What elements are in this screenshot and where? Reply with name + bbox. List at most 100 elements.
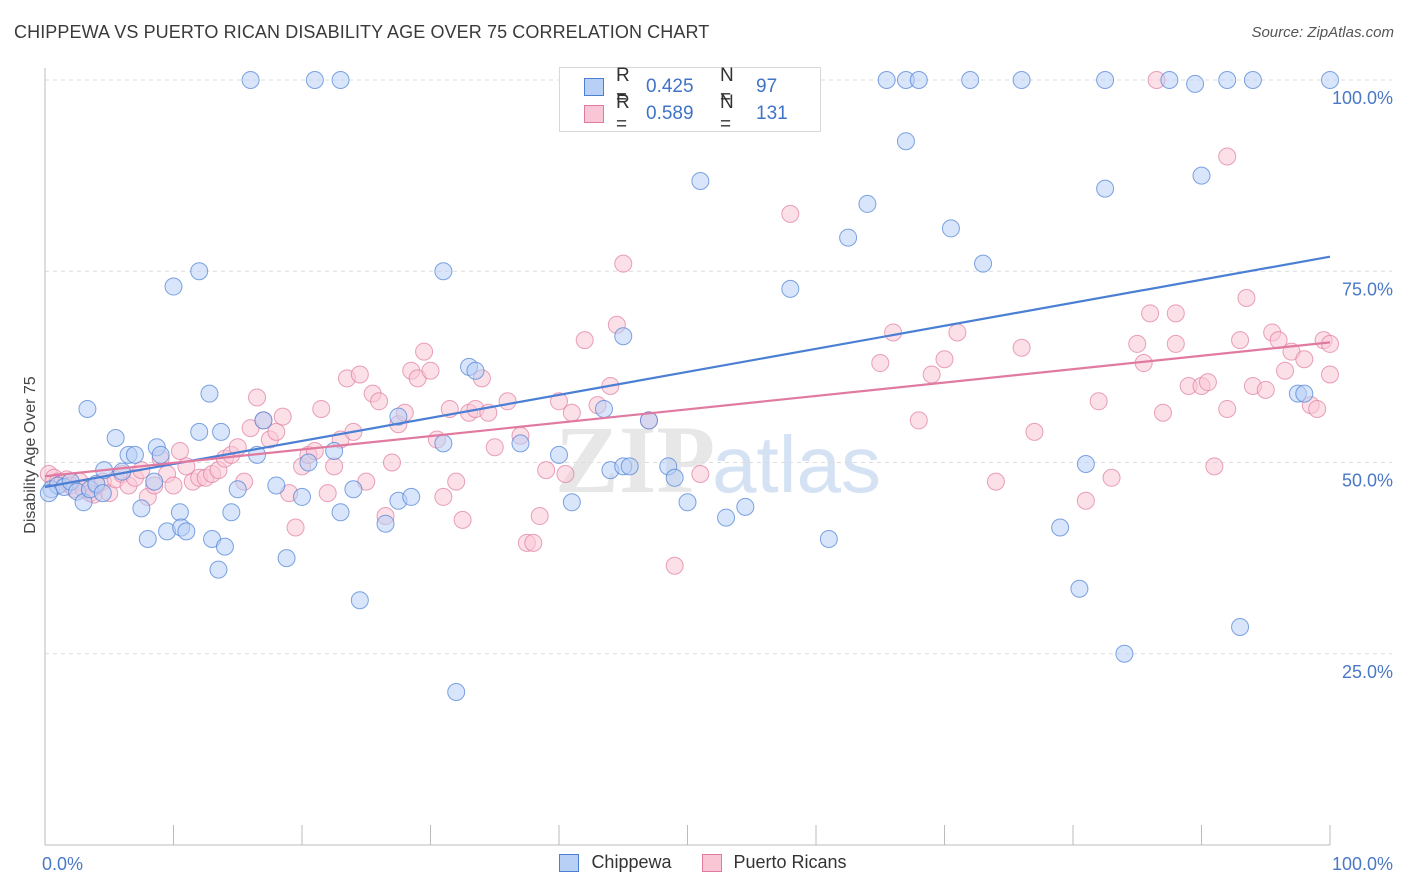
x-tick-labels: 0.0% 100.0%	[42, 854, 1393, 874]
chippewa-point	[78, 399, 97, 418]
chippewa-point	[215, 537, 234, 556]
chippewa-swatch	[584, 78, 604, 96]
r-label: R =	[616, 65, 630, 108]
puerto-ricans-point	[1128, 334, 1147, 353]
chippewa-point	[293, 487, 311, 506]
n-label: N =	[720, 65, 734, 108]
chippewa-point	[212, 422, 231, 441]
chippewa-point	[877, 71, 896, 89]
puerto-ricans-swatch	[584, 105, 604, 123]
puerto-ricans-point	[273, 407, 292, 426]
chippewa-point	[781, 279, 800, 298]
puerto-ricans-legend-label: Puerto Ricans	[733, 852, 847, 872]
chippewa-point	[1160, 71, 1179, 89]
puerto-ricans-point	[318, 484, 337, 503]
puerto-ricans-point	[1089, 392, 1108, 411]
chippewa-point	[132, 499, 151, 518]
puerto-ricans-point	[1295, 350, 1314, 369]
chippewa-point	[138, 530, 157, 548]
puerto-ricans-point	[884, 323, 903, 342]
puerto-ricans-point	[1321, 365, 1339, 384]
y-tick-label: 25.0%	[1342, 662, 1393, 682]
puerto-ricans-point	[1205, 457, 1224, 476]
chippewa-n-value: 97	[756, 76, 778, 97]
legend-item-puerto-ricans: Puerto Ricans	[701, 852, 847, 873]
chippewa-point	[200, 384, 219, 403]
chippewa-point	[819, 530, 838, 548]
chippewa-point	[331, 71, 350, 89]
chippewa-point	[93, 484, 112, 503]
chippewa-point	[1186, 74, 1205, 93]
puerto-ricans-point	[267, 422, 286, 441]
puerto-ricans-point	[1012, 338, 1031, 357]
y-tick-label: 75.0%	[1342, 279, 1393, 299]
puerto-ricans-point	[524, 533, 543, 552]
chippewa-point	[145, 472, 164, 491]
puerto-ricans-point	[1025, 422, 1044, 441]
chippewa-point	[678, 493, 697, 512]
legend-row-puerto-ricans: R = 0.589 N = 131	[584, 92, 788, 135]
puerto-ricans-point	[562, 403, 581, 422]
watermark: ZIP atlas	[555, 406, 881, 513]
series-legend: Chippewa Puerto Ricans	[0, 852, 1406, 873]
chippewa-point	[389, 407, 408, 426]
puerto-ricans-point	[986, 472, 1005, 491]
chippewa-point	[620, 457, 639, 476]
puerto-ricans-point	[781, 204, 800, 223]
puerto-ricans-point	[164, 476, 183, 495]
puerto-ricans-point	[421, 361, 440, 380]
chippewa-point	[736, 497, 755, 516]
puerto-ricans-point	[1198, 373, 1217, 392]
puerto-ricans-point	[1153, 403, 1172, 422]
y-axis-label: Disability Age Over 75	[22, 376, 39, 534]
puerto-ricans-point	[1231, 331, 1250, 350]
chippewa-legend-label: Chippewa	[591, 852, 672, 872]
chippewa-point	[177, 522, 196, 541]
chippewa-point	[717, 508, 736, 527]
puerto-ricans-trend-line	[44, 341, 1331, 478]
trend-lines	[44, 255, 1331, 489]
watermark-atlas: atlas	[712, 420, 881, 509]
puerto-ricans-point	[170, 442, 189, 461]
chippewa-point	[190, 422, 209, 441]
chippewa-point	[665, 468, 684, 487]
puerto-ricans-point	[434, 487, 453, 506]
x-tick-label: 100.0%	[1332, 854, 1393, 874]
chippewa-point	[447, 683, 466, 701]
puerto-ricans-point	[556, 464, 575, 483]
chippewa-point	[909, 71, 928, 89]
chippewa-trend-line	[44, 255, 1331, 489]
axes	[44, 68, 1331, 846]
chippewa-point	[151, 445, 170, 464]
chippewa-point	[691, 171, 710, 190]
y-tick-labels: 25.0% 50.0% 75.0% 100.0%	[1332, 88, 1393, 682]
legend-item-chippewa: Chippewa	[559, 852, 672, 873]
chippewa-r-value: 0.425	[646, 76, 694, 97]
data-points	[39, 71, 1339, 701]
y-tick-label: 100.0%	[1332, 88, 1393, 108]
chippewa-point	[39, 484, 58, 503]
chippewa-legend-swatch	[559, 853, 580, 872]
chippewa-point	[1012, 71, 1031, 89]
chippewa-point	[562, 493, 581, 512]
puerto-ricans-point	[312, 399, 331, 418]
puerto-ricans-point	[935, 350, 954, 369]
puerto-ricans-point	[447, 472, 466, 491]
puerto-ricans-point	[485, 438, 504, 457]
chippewa-point	[299, 453, 318, 472]
chippewa-point	[1051, 518, 1070, 537]
puerto-ricans-point	[909, 411, 928, 430]
chippewa-point	[331, 503, 350, 522]
puerto-ricans-point	[1076, 491, 1095, 510]
puerto-ricans-point	[370, 392, 389, 411]
puerto-ricans-point	[286, 518, 305, 537]
puerto-ricans-point	[1256, 380, 1275, 399]
puerto-ricans-point	[871, 354, 890, 373]
puerto-ricans-point	[382, 453, 401, 472]
puerto-ricans-point	[614, 254, 633, 273]
puerto-ricans-legend-swatch	[701, 853, 722, 872]
x-tick-label: 0.0%	[42, 854, 83, 874]
puerto-ricans-r-value: 0.589	[646, 103, 694, 124]
puerto-ricans-point	[691, 464, 710, 483]
